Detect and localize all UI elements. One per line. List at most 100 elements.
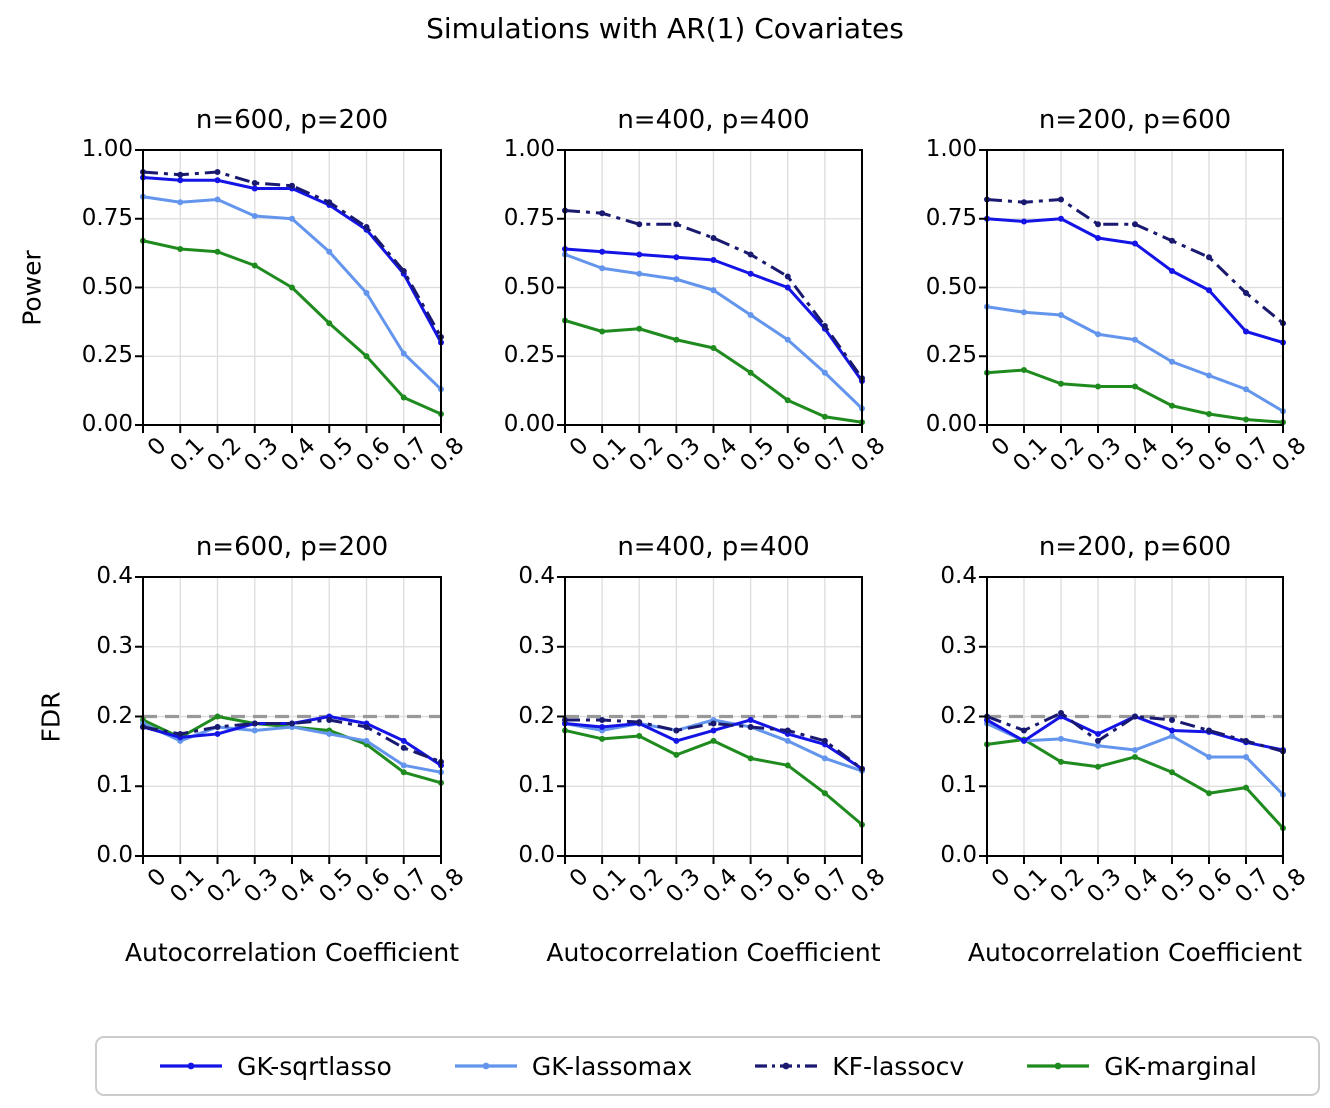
y-tick-label: 0.50 — [81, 273, 133, 300]
x-tick-label: 0.1 — [586, 863, 632, 908]
x-tick-label: 0.4 — [1119, 432, 1164, 477]
legend-item-gk-marginal: GK-marginal — [1025, 1052, 1257, 1081]
legend-line-sample-icon — [160, 1062, 223, 1070]
x-tick-label: 0.7 — [809, 863, 854, 908]
x-axis-label: Autocorrelation Coefficient — [124, 938, 460, 967]
y-tick-label: 0.2 — [940, 702, 977, 729]
x-tick-label: 0.7 — [388, 432, 433, 477]
x-tick-label: 0.6 — [772, 863, 817, 908]
subplot-title: n=600, p=200 — [195, 532, 389, 562]
y-tick-label: 0.75 — [925, 204, 977, 231]
x-axis-label: Autocorrelation Coefficient — [546, 938, 881, 967]
legend: GK-sqrtlasso GK-lassomax KF-lassocv GK-m… — [95, 1036, 1320, 1096]
y-tick-label: 0.2 — [96, 702, 133, 729]
x-tick-label: 0.8 — [846, 432, 891, 477]
x-tick-label: 0.3 — [1082, 432, 1127, 477]
series-kf-lassocv — [562, 716, 865, 772]
y-tick-label: 0.1 — [518, 772, 555, 799]
x-tick-label: 0.2 — [202, 863, 247, 908]
tick-marks — [557, 576, 863, 864]
x-tick-label: 0.6 — [1193, 863, 1238, 908]
y-tick-label: 0.3 — [940, 632, 977, 659]
x-tick-label: 0.2 — [202, 432, 247, 477]
tick-marks — [135, 576, 442, 864]
legend-label: GK-lassomax — [531, 1051, 693, 1081]
x-tick-label: 0.6 — [351, 863, 396, 908]
y-tick-label: 0.50 — [925, 273, 977, 300]
y-tick-label: 0.75 — [503, 204, 555, 231]
y-tick-label: 0.3 — [518, 632, 555, 659]
tick-marks — [557, 149, 863, 433]
plot-area — [979, 149, 1286, 433]
series-gk-marginal — [984, 736, 1286, 832]
plot-area — [135, 149, 444, 433]
subplot-title: n=600, p=200 — [195, 105, 389, 135]
legend-label: KF-lassocv — [832, 1051, 965, 1081]
x-tick-label: 0.4 — [1119, 863, 1164, 908]
tick-marks — [979, 576, 1284, 864]
y-tick-label: 0.2 — [518, 702, 555, 729]
x-tick-label: 0.6 — [772, 432, 817, 477]
x-tick-label: 0.5 — [1156, 432, 1201, 477]
tick-marks — [135, 149, 442, 433]
x-tick-label: 0.2 — [623, 432, 669, 477]
legend-label: GK-marginal — [1104, 1051, 1257, 1081]
x-tick-label: 0.1 — [164, 863, 210, 908]
y-tick-label: 0.4 — [518, 563, 555, 589]
plot-area — [557, 576, 865, 864]
x-tick-label: 0.5 — [313, 863, 359, 908]
y-tick-label: 0.25 — [925, 342, 977, 369]
y-tick-label: 0.0 — [940, 842, 977, 868]
x-tick-label: 0.8 — [425, 863, 470, 908]
y-tick-label: 1.00 — [925, 136, 977, 162]
y-tick-label: 0.1 — [940, 772, 977, 799]
x-tick-label: 0.2 — [623, 863, 669, 908]
legend-label: GK-sqrtlasso — [237, 1051, 392, 1081]
x-tick-label: 0.3 — [239, 432, 284, 477]
x-tick-label: 0.7 — [809, 432, 854, 477]
x-tick-label: 0.8 — [846, 863, 891, 908]
series-gk-lassomax — [140, 193, 444, 393]
y-tick-label: 0.00 — [503, 411, 555, 437]
y-tick-label: 0.4 — [940, 563, 977, 589]
x-tick-label: 0.4 — [276, 863, 321, 908]
subplot-title: n=400, p=400 — [617, 532, 810, 562]
x-tick-label: 0.4 — [698, 863, 743, 908]
x-tick-label: 0.5 — [735, 863, 780, 908]
y-tick-label: 0.25 — [503, 342, 555, 369]
x-tick-label: 0.7 — [388, 863, 433, 908]
tick-marks — [979, 149, 1284, 433]
x-tick-label: 0.2 — [1045, 432, 1090, 477]
x-tick-label: 0.1 — [164, 432, 210, 477]
plot-area — [135, 576, 444, 864]
plot-area — [979, 576, 1286, 864]
y-tick-label: 1.00 — [81, 136, 133, 162]
x-tick-label: 0.8 — [425, 432, 470, 477]
y-tick-label: 0.00 — [925, 411, 977, 437]
x-axis-label: Autocorrelation Coefficient — [967, 938, 1303, 967]
x-tick-label: 0.4 — [698, 432, 743, 477]
x-tick-label: 0.1 — [586, 432, 632, 477]
y-tick-label: 1.00 — [503, 136, 555, 162]
y-tick-label: 0.75 — [81, 204, 133, 231]
x-tick-label: 0.3 — [1082, 863, 1127, 908]
subplot-title: n=200, p=600 — [1038, 105, 1232, 135]
x-tick-label: 0.2 — [1045, 863, 1090, 908]
y-tick-label: 0.3 — [96, 632, 133, 659]
x-tick-label: 0.1 — [1008, 432, 1053, 477]
y-tick-label: 0.00 — [81, 411, 133, 437]
legend-line-sample-icon — [1027, 1062, 1090, 1070]
x-tick-label: 0.6 — [1193, 432, 1238, 477]
legend-item-gk-lassomax: GK-lassomax — [453, 1052, 692, 1081]
series-gk-lassomax — [562, 251, 865, 412]
series-gk-sqrtlasso — [984, 215, 1286, 346]
legend-item-gk-sqrtlasso: GK-sqrtlasso — [158, 1052, 392, 1081]
y-tick-label: 0.4 — [96, 563, 133, 589]
subplot-title: n=400, p=400 — [617, 105, 810, 135]
plot-area — [557, 149, 865, 433]
legend-item-kf-lassocv: KF-lassocv — [753, 1052, 964, 1081]
y-tick-label: 0.1 — [96, 772, 133, 799]
legend-line-sample-icon — [454, 1062, 517, 1070]
subplot-title: n=200, p=600 — [1038, 532, 1232, 562]
